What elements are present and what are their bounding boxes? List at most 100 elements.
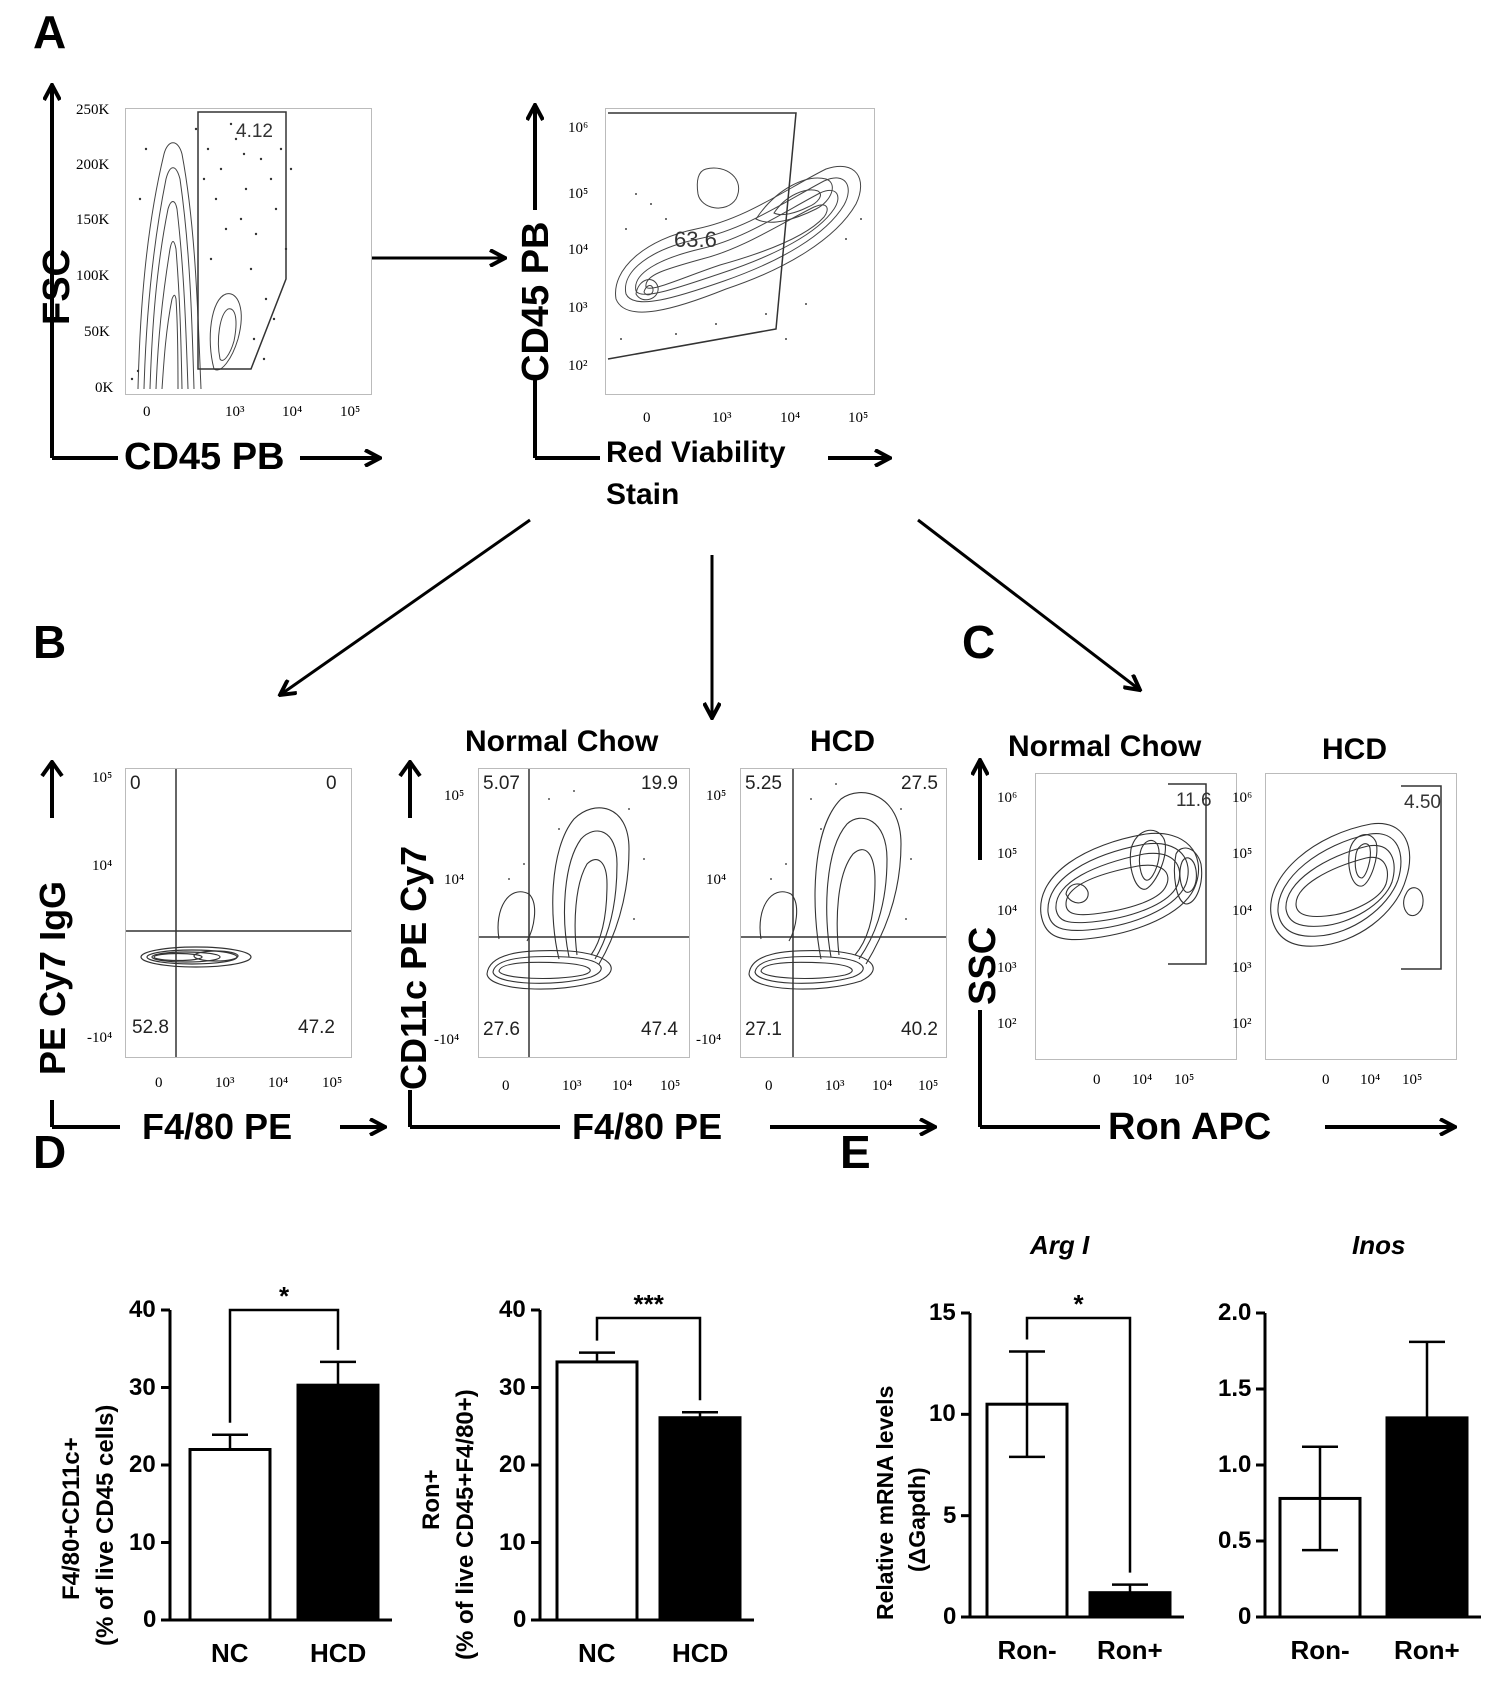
- c-x-label: Ron APC: [1108, 1106, 1272, 1148]
- b3-title: HCD: [810, 725, 875, 758]
- b2-ytick: 10⁴: [444, 872, 465, 888]
- c2-flow-plot: 4.50: [1265, 773, 1457, 1060]
- category-label: Ron-: [997, 1634, 1057, 1665]
- a1-ytick: 0K: [95, 380, 114, 396]
- b2-xtick: 10³: [562, 1078, 582, 1094]
- b3-ytick: 10⁴: [706, 872, 727, 888]
- a2-scatter: [620, 193, 862, 340]
- b2-scatter: [508, 790, 645, 920]
- b2-quad-lr: 47.4: [641, 1019, 678, 1040]
- significance-marker: *: [279, 1280, 290, 1311]
- b1-quad-ll: 52.8: [132, 1017, 169, 1038]
- b2-xtick: 0: [502, 1078, 510, 1094]
- c1-xtick: 10⁵: [1174, 1072, 1195, 1088]
- a2-x-label-line2: Stain: [606, 478, 680, 511]
- a1-gate: [197, 111, 287, 370]
- a1-ytick: 100K: [76, 268, 110, 284]
- b3-scatter: [770, 783, 912, 920]
- panel-letter-d: D: [33, 1126, 67, 1178]
- a1-flow-plot: 4.12: [125, 108, 372, 395]
- bar-nc: [188, 1448, 272, 1622]
- panel-letter-a: A: [33, 6, 67, 58]
- y-tick-label: 0: [943, 1603, 957, 1630]
- c2-title: HCD: [1322, 733, 1387, 766]
- b1-flow-plot: 0 0 52.8 47.2: [125, 768, 352, 1058]
- c2-xtick: 0: [1322, 1072, 1330, 1088]
- b2-quad-ul: 5.07: [483, 773, 520, 794]
- c1-ytick: 10³: [997, 960, 1017, 976]
- b1-x-label: F4/80 PE: [142, 1106, 293, 1147]
- b1-contours: [140, 946, 252, 968]
- b3-xtick: 10⁵: [918, 1078, 939, 1094]
- y-tick-label: 10: [129, 1528, 156, 1556]
- b1-quad-ur: 0: [326, 773, 337, 794]
- y-tick-label: 30: [129, 1373, 156, 1401]
- e1-title: Arg I: [1030, 1230, 1090, 1260]
- b3-contours: [748, 792, 902, 990]
- y-tick-label: 40: [129, 1296, 156, 1323]
- c1-ytick: 10⁵: [997, 846, 1018, 862]
- b3-quad-lr: 40.2: [901, 1019, 938, 1040]
- a1-ytick: 150K: [76, 212, 110, 228]
- c1-flow-plot: 11.6: [1035, 773, 1237, 1060]
- b2-ytick: -10⁴: [434, 1032, 460, 1048]
- a1-ytick: 250K: [76, 102, 110, 118]
- b1-xtick: 10³: [215, 1075, 235, 1091]
- branch-arrow-c: [917, 518, 1140, 690]
- y-tick-label: 0: [513, 1606, 527, 1633]
- b1-y-arrowhead: [40, 760, 64, 818]
- a1-xtick: 10⁴: [282, 404, 303, 420]
- y-tick-label: 30: [499, 1373, 526, 1401]
- y-tick-label: 5: [943, 1501, 957, 1529]
- a1-x-label: CD45 PB: [124, 436, 285, 478]
- category-label: HCD: [672, 1637, 729, 1668]
- y-tick-label: 20: [499, 1451, 526, 1478]
- b3-quad-ur: 27.5: [901, 773, 938, 794]
- a1-ytick: 50K: [84, 324, 110, 340]
- category-label: HCD: [310, 1637, 367, 1668]
- significance-bracket: [595, 1316, 702, 1401]
- a2-x-label-line1: Red Viability: [606, 436, 786, 469]
- a1-contours: [137, 142, 242, 390]
- a2-ytick: 10³: [568, 300, 588, 316]
- b2-quad-ur: 19.9: [641, 773, 678, 794]
- b1-quad-ul: 0: [130, 773, 141, 794]
- y-tick-label: 15: [929, 1299, 956, 1326]
- a2-ytick: 10²: [568, 358, 588, 374]
- y-tick-label: 0: [1238, 1603, 1252, 1630]
- category-label: Ron+: [1394, 1634, 1460, 1665]
- a2-ytick: 10⁴: [568, 242, 589, 258]
- significance-marker: ***: [633, 1288, 664, 1319]
- a2-gate-value: 63.6: [674, 227, 717, 252]
- a1-xtick: 0: [143, 404, 151, 420]
- a1-xtick: 10³: [225, 404, 245, 420]
- y-tick-label: 20: [129, 1451, 156, 1478]
- b3-flow-plot: 5.25 27.5 27.1 40.2: [740, 768, 947, 1058]
- a2-xtick: 10⁴: [780, 410, 801, 426]
- significance-bracket: [228, 1308, 340, 1423]
- b1-ytick: 10⁵: [92, 770, 113, 786]
- y-tick-label: 2.0: [1218, 1299, 1252, 1326]
- significance-marker: *: [1073, 1288, 1084, 1319]
- b2-contours: [486, 807, 630, 990]
- b3-xtick: 10⁴: [872, 1078, 893, 1094]
- b2-y-arrowhead: [398, 760, 422, 818]
- a2-gate: [607, 112, 797, 360]
- c1-ytick: 10²: [997, 1016, 1017, 1032]
- y-tick-label: 0.5: [1218, 1527, 1252, 1554]
- b1-ytick: -10⁴: [87, 1030, 113, 1046]
- c1-xtick: 10⁴: [1132, 1072, 1153, 1088]
- a2-xtick: 0: [643, 410, 651, 426]
- a1-ytick: 200K: [76, 157, 110, 173]
- c1-ytick: 10⁶: [997, 790, 1018, 806]
- b1-quad-lr: 47.2: [298, 1017, 335, 1038]
- a2-contours: [615, 165, 861, 313]
- b3-ytick: -10⁴: [696, 1032, 722, 1048]
- b2-x-label: F4/80 PE: [572, 1106, 723, 1147]
- b3-xtick: 0: [765, 1078, 773, 1094]
- category-label: Ron-: [1290, 1634, 1350, 1665]
- c1-gate-value: 11.6: [1176, 790, 1212, 811]
- a2-xtick: 10⁵: [848, 410, 869, 426]
- panel-letter-b: B: [33, 616, 67, 668]
